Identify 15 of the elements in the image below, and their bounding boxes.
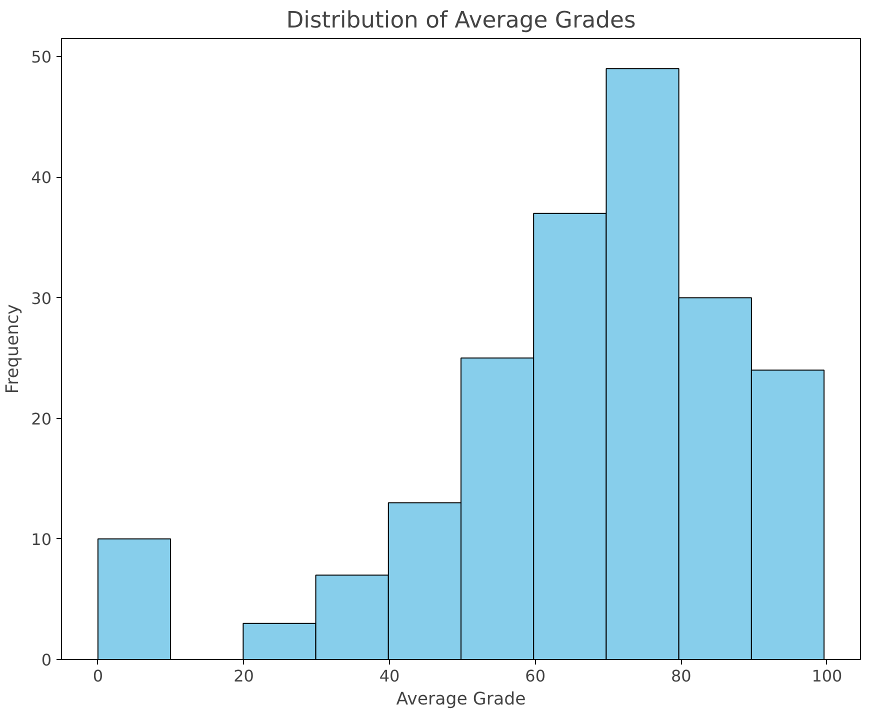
- y-tick-label: 20: [31, 409, 52, 428]
- x-tick-label: 20: [234, 666, 254, 686]
- x-axis-title: Average Grade: [396, 690, 526, 710]
- y-tick-label: 0: [41, 650, 52, 670]
- x-tick-label: 80: [670, 666, 692, 686]
- x-tick-label: 60: [525, 666, 546, 686]
- y-tick-label: 40: [31, 168, 52, 188]
- y-tick-label: 10: [31, 530, 52, 549]
- y-tick-label: 30: [31, 288, 52, 308]
- x-tick-label: 0: [92, 666, 104, 686]
- y-axis-title: Frequency: [3, 304, 24, 394]
- chart-title: Distribution of Average Grades: [286, 8, 636, 34]
- x-tick-label: 100: [812, 666, 842, 686]
- y-tick-label: 50: [31, 48, 52, 67]
- x-tick-label: 40: [379, 666, 400, 686]
